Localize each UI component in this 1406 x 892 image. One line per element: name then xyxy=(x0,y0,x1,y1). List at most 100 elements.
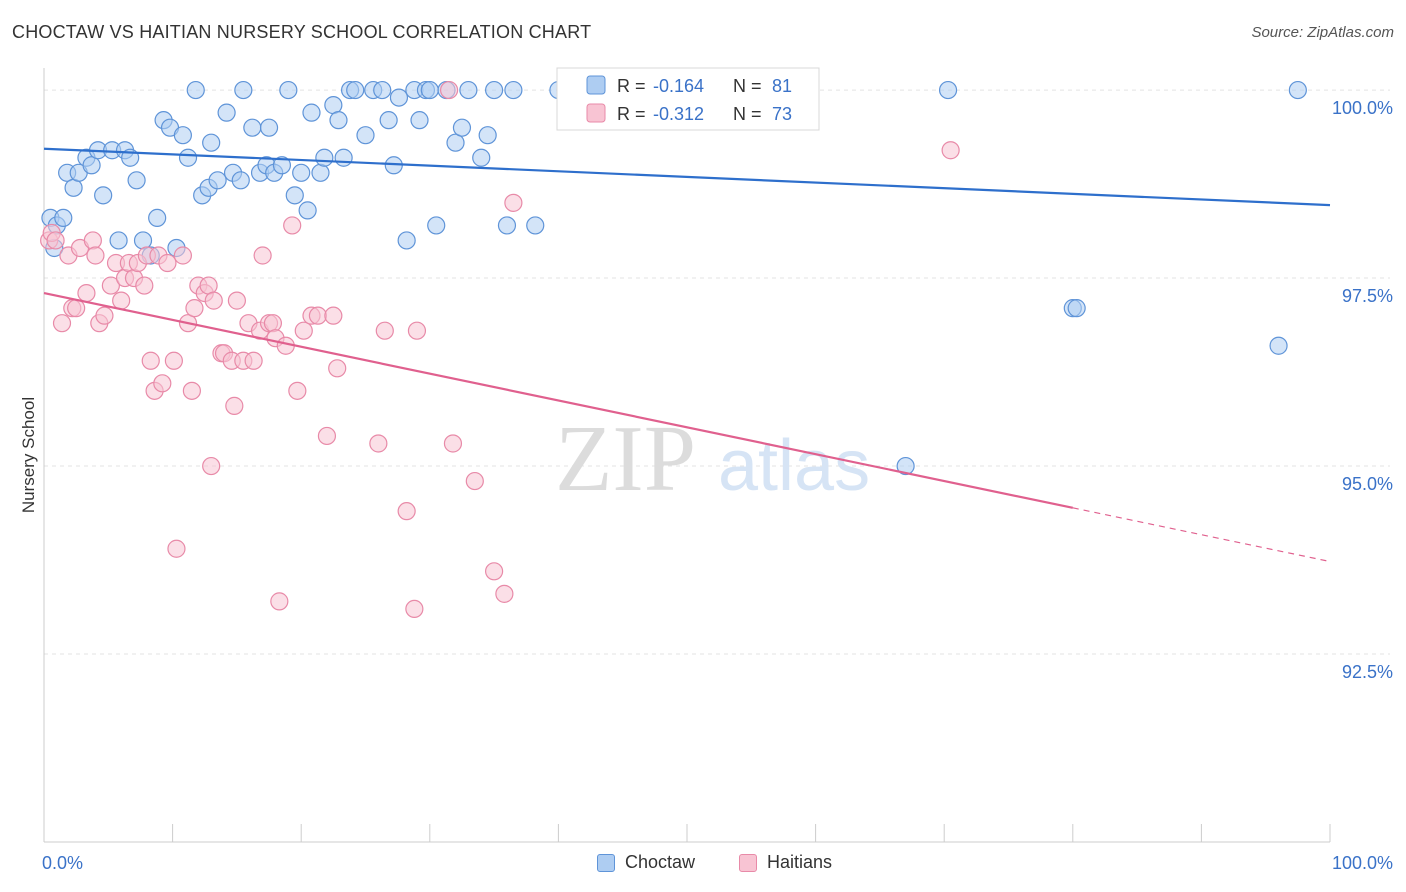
point-choctaw xyxy=(497,216,517,235)
point-haitians xyxy=(244,351,263,370)
point-choctaw xyxy=(1269,336,1288,355)
point-haitians xyxy=(253,246,272,265)
point-haitians xyxy=(83,231,102,250)
point-choctaw xyxy=(82,156,101,175)
point-choctaw xyxy=(896,456,915,476)
point-choctaw xyxy=(279,80,298,100)
point-choctaw xyxy=(259,118,279,137)
point-haitians xyxy=(308,306,328,325)
point-choctaw xyxy=(526,216,545,235)
point-choctaw xyxy=(243,118,262,137)
point-haitians xyxy=(294,321,313,340)
point-haitians xyxy=(485,562,504,581)
y-axis-label: Nursery School xyxy=(19,397,38,513)
trend-line-extension-haitians xyxy=(1072,507,1331,563)
stats-swatch-choctaw xyxy=(586,75,606,95)
points-layer xyxy=(40,80,1307,619)
chart-title: CHOCTAW VS HAITIAN NURSERY SCHOOL CORREL… xyxy=(12,22,592,42)
point-choctaw xyxy=(373,80,392,100)
point-choctaw xyxy=(485,80,504,100)
y-tick-label: 100.0% xyxy=(1332,98,1393,118)
point-choctaw xyxy=(148,208,167,228)
point-haitians xyxy=(407,321,427,340)
point-choctaw xyxy=(173,126,192,145)
point-choctaw xyxy=(459,80,478,100)
point-choctaw xyxy=(272,156,292,175)
point-haitians xyxy=(439,80,459,100)
y-tick-label: 92.5% xyxy=(1342,662,1393,682)
point-choctaw xyxy=(302,103,321,122)
point-choctaw xyxy=(234,80,253,100)
point-haitians xyxy=(141,351,160,370)
point-haitians xyxy=(167,539,186,558)
point-haitians xyxy=(153,374,172,393)
point-haitians xyxy=(227,291,246,310)
y-tick-label: 97.5% xyxy=(1342,286,1393,306)
point-choctaw xyxy=(472,148,491,167)
point-haitians xyxy=(95,306,114,325)
point-choctaw xyxy=(127,171,146,190)
point-haitians xyxy=(101,276,120,295)
point-haitians xyxy=(443,434,463,453)
stats-n-value-haitians: 73 xyxy=(772,104,792,124)
point-choctaw xyxy=(329,111,348,130)
y-tick-label: 95.0% xyxy=(1342,474,1393,494)
source-credit: Source: ZipAtlas.com xyxy=(1251,24,1394,41)
point-choctaw xyxy=(217,103,236,122)
stats-r-value-haitians: -0.312 xyxy=(653,104,704,124)
point-choctaw xyxy=(94,186,113,205)
point-haitians xyxy=(369,434,388,453)
point-haitians xyxy=(504,193,523,212)
x-tick-label: 100.0% xyxy=(1332,853,1393,873)
point-haitians xyxy=(158,253,177,273)
point-haitians xyxy=(263,314,283,333)
point-choctaw xyxy=(410,111,429,130)
legend-swatch-haitians xyxy=(739,853,757,872)
legend-label-haitians: Haitians xyxy=(767,852,833,872)
legend-item-haitians[interactable]: Haitians xyxy=(739,852,832,873)
stats-r-label-choctaw: R = xyxy=(617,76,646,96)
trend-line-haitians xyxy=(43,292,1074,509)
legend-item-choctaw[interactable]: Choctaw xyxy=(597,852,695,873)
point-choctaw xyxy=(397,231,416,250)
point-choctaw xyxy=(186,80,205,100)
point-haitians xyxy=(288,381,307,400)
point-choctaw xyxy=(311,163,330,182)
point-haitians xyxy=(397,502,416,521)
point-haitians xyxy=(164,351,183,370)
point-choctaw xyxy=(54,208,73,228)
point-haitians xyxy=(225,396,244,415)
point-choctaw xyxy=(379,111,398,130)
point-haitians xyxy=(941,141,960,160)
trend-layer xyxy=(43,147,1331,563)
point-choctaw xyxy=(446,133,465,152)
point-choctaw xyxy=(478,126,497,145)
point-haitians xyxy=(202,456,221,476)
legend-swatch-choctaw xyxy=(597,853,615,872)
point-choctaw xyxy=(285,186,304,205)
point-haitians xyxy=(112,291,131,310)
legend-label-choctaw: Choctaw xyxy=(625,852,696,872)
point-haitians xyxy=(199,276,218,295)
point-choctaw xyxy=(346,80,365,100)
stats-r-value-choctaw: -0.164 xyxy=(653,76,704,96)
stats-n-label-choctaw: N = xyxy=(733,76,762,96)
point-choctaw xyxy=(1067,299,1086,318)
stats-box: R = -0.164 N = 81 R = -0.312 N = 73 xyxy=(556,67,820,131)
point-choctaw xyxy=(356,126,375,145)
point-haitians xyxy=(86,246,105,265)
point-choctaw xyxy=(1288,80,1307,100)
point-choctaw xyxy=(208,171,227,190)
axis-layer xyxy=(43,68,1331,843)
point-haitians xyxy=(185,299,204,318)
point-choctaw xyxy=(64,178,83,197)
point-haitians xyxy=(46,231,65,250)
grid-layer xyxy=(44,89,1390,655)
stats-r-label-haitians: R = xyxy=(617,104,646,124)
point-choctaw xyxy=(315,148,334,167)
stats-n-label-haitians: N = xyxy=(733,104,762,124)
point-choctaw xyxy=(427,216,446,235)
stats-n-value-choctaw: 81 xyxy=(772,76,792,96)
point-choctaw xyxy=(109,231,128,250)
